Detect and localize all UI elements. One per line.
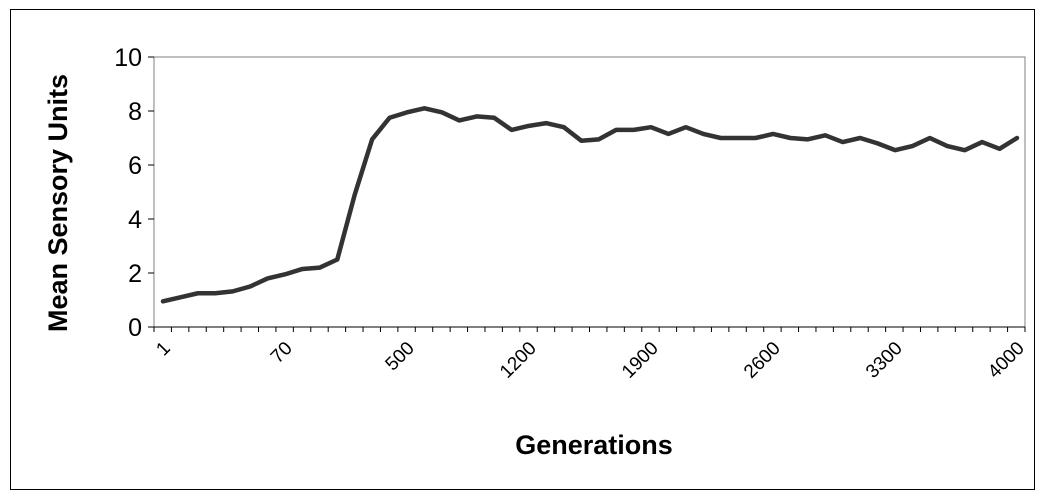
data-point [405, 110, 409, 114]
y-tick-label: 2 [128, 260, 142, 288]
data-point [562, 125, 566, 129]
data-point [457, 118, 461, 122]
data-point [963, 148, 967, 152]
data-point [300, 267, 304, 271]
x-tick-label: 70 [267, 338, 297, 368]
data-point [213, 291, 217, 295]
data-point [998, 147, 1002, 151]
data-point [510, 128, 514, 132]
data-point [161, 299, 165, 303]
data-point [876, 141, 880, 145]
y-axis-title: Mean Sensory Units [43, 74, 73, 332]
data-point [492, 116, 496, 120]
data-point [666, 132, 670, 136]
data-point [370, 137, 374, 141]
data-point [910, 144, 914, 148]
data-point [335, 258, 339, 262]
data-point [388, 116, 392, 120]
data-point [632, 128, 636, 132]
data-point [544, 121, 548, 125]
x-tick-label: 4000 [984, 338, 1029, 383]
data-point [928, 136, 932, 140]
data-point [893, 148, 897, 152]
data-point [178, 295, 182, 299]
data-point [719, 136, 723, 140]
data-point [754, 136, 758, 140]
data-point [266, 276, 270, 280]
line-chart: 0 2 4 6 8 10 1 70 500 1200 1900 2600 3300 4000 Genera… [43, 44, 1029, 460]
data-point [649, 125, 653, 129]
data-point [353, 193, 357, 197]
data-point [823, 133, 827, 137]
data-point [806, 137, 810, 141]
data-point [1015, 136, 1019, 140]
data-point [980, 140, 984, 144]
data-point [579, 139, 583, 143]
data-point [231, 289, 235, 293]
data-point [684, 125, 688, 129]
data-point [283, 272, 287, 276]
chart-frame: 0 2 4 6 8 10 1 70 500 1200 1900 2600 3300 4000 Genera… [10, 9, 1035, 490]
data-point [248, 285, 252, 289]
data-point [614, 128, 618, 132]
data-point [440, 110, 444, 114]
plot-border [153, 56, 1026, 328]
data-point [318, 266, 322, 270]
y-tick-label: 8 [128, 98, 142, 126]
data-point [701, 132, 705, 136]
data-point [841, 140, 845, 144]
x-tick-label: 1 [152, 338, 174, 360]
data-point [475, 114, 479, 118]
y-tick-label: 4 [128, 206, 142, 234]
x-tick-label: 1200 [496, 338, 541, 383]
x-tick-label: 3300 [862, 338, 907, 383]
y-tick-label: 10 [114, 44, 142, 72]
x-axis-title: Generations [515, 430, 673, 460]
plot-area: 0 2 4 6 8 10 1 70 500 1200 1900 2600 3300 4000 [114, 44, 1029, 383]
data-point [771, 132, 775, 136]
x-tick-label: 500 [382, 338, 419, 375]
data-point [527, 124, 531, 128]
data-point [858, 136, 862, 140]
data-point [422, 106, 426, 110]
y-tick-label: 0 [128, 314, 142, 342]
data-point [788, 136, 792, 140]
x-tick-label: 1900 [618, 338, 663, 383]
series-line [160, 106, 1020, 304]
data-point [196, 291, 200, 295]
y-tick-label: 6 [128, 152, 142, 180]
x-tick-label: 2600 [740, 338, 785, 383]
data-point [945, 144, 949, 148]
data-point [597, 137, 601, 141]
data-point [736, 136, 740, 140]
